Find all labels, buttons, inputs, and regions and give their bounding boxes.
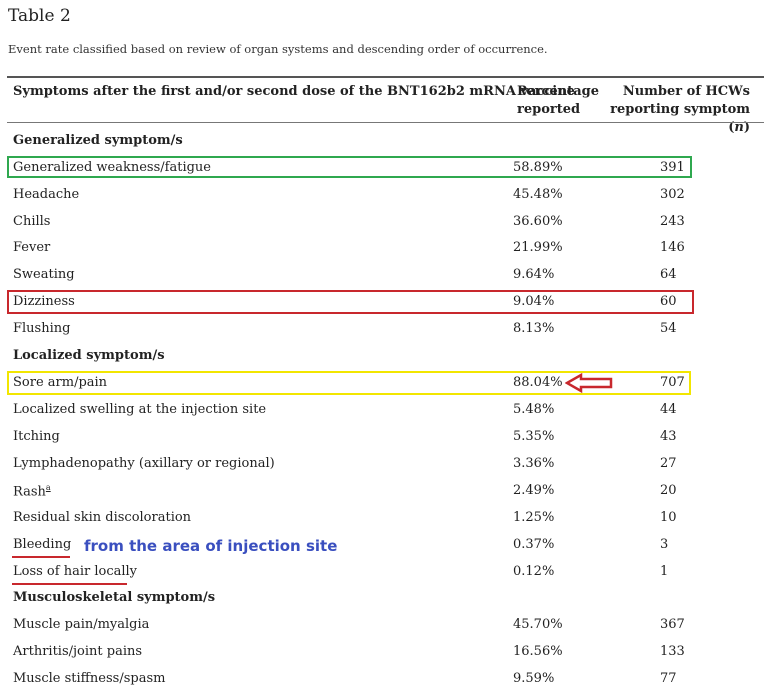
- table-row: Headache 45.48% 302: [13, 187, 685, 202]
- table-row: Itching 5.35% 43: [13, 429, 677, 444]
- table-row: Sweating 9.64% 64: [13, 267, 677, 282]
- table-row: Lymphadenopathy (axillary or regional) 3.…: [13, 456, 677, 471]
- header-number-line2: reporting symptom (n): [610, 102, 750, 135]
- header-percentage: Percentage reported: [517, 83, 599, 119]
- table-row: Fever 21.99% 146: [13, 240, 685, 255]
- table-title: Table 2: [8, 6, 71, 26]
- section-header: Localized symptom/s: [13, 348, 165, 363]
- handwritten-annotation: from the area of injection site: [84, 537, 338, 555]
- header-percentage-line2: reported: [517, 102, 581, 117]
- highlight-box-green: [7, 156, 692, 178]
- table-row: Generalized weakness/fatigue 58.89% 391: [13, 160, 685, 175]
- table-caption: Event rate classified based on review of…: [8, 42, 548, 56]
- highlight-box-yellow: [7, 371, 691, 395]
- table-row: Bleeding 0.37% 3: [13, 537, 669, 552]
- underline-hair-loss: [12, 583, 127, 585]
- top-rule: [7, 76, 764, 78]
- table-row: Arthritis/joint pains 16.56% 133: [13, 644, 685, 659]
- table-row: Localized swelling at the injection site…: [13, 402, 677, 417]
- footnote-marker: a: [45, 483, 51, 492]
- left-arrow-icon: [565, 373, 613, 393]
- underline-bleeding: [12, 556, 70, 558]
- header-symptom: Symptoms after the first and/or second d…: [13, 84, 575, 99]
- table-row: Flushing 8.13% 54: [13, 321, 677, 336]
- header-number: Number of HCWs reporting symptom (n): [600, 83, 750, 137]
- table-row: Chills 36.60% 243: [13, 214, 685, 229]
- section-header: Generalized symptom/s: [13, 133, 183, 148]
- table-row: Loss of hair locally 0.12% 1: [13, 564, 669, 579]
- table-row: Muscle pain/myalgia 45.70% 367: [13, 617, 685, 632]
- header-percentage-line1: Percentage: [517, 84, 599, 99]
- highlight-box-red: [7, 290, 694, 314]
- table-row: Muscle stiffness/spasm 9.59% 77: [13, 671, 677, 686]
- section-header: Musculoskeletal symptom/s: [13, 590, 216, 605]
- table-row: Sore arm/pain 88.04% 707: [13, 375, 685, 390]
- table-row: Rasha 2.49% 20: [13, 483, 677, 500]
- table-row: Dizziness 9.04% 60: [13, 294, 677, 309]
- header-number-line1: Number of HCWs: [622, 84, 750, 99]
- table-row: Residual skin discoloration 1.25% 10: [13, 510, 677, 525]
- header-rule: [7, 122, 764, 123]
